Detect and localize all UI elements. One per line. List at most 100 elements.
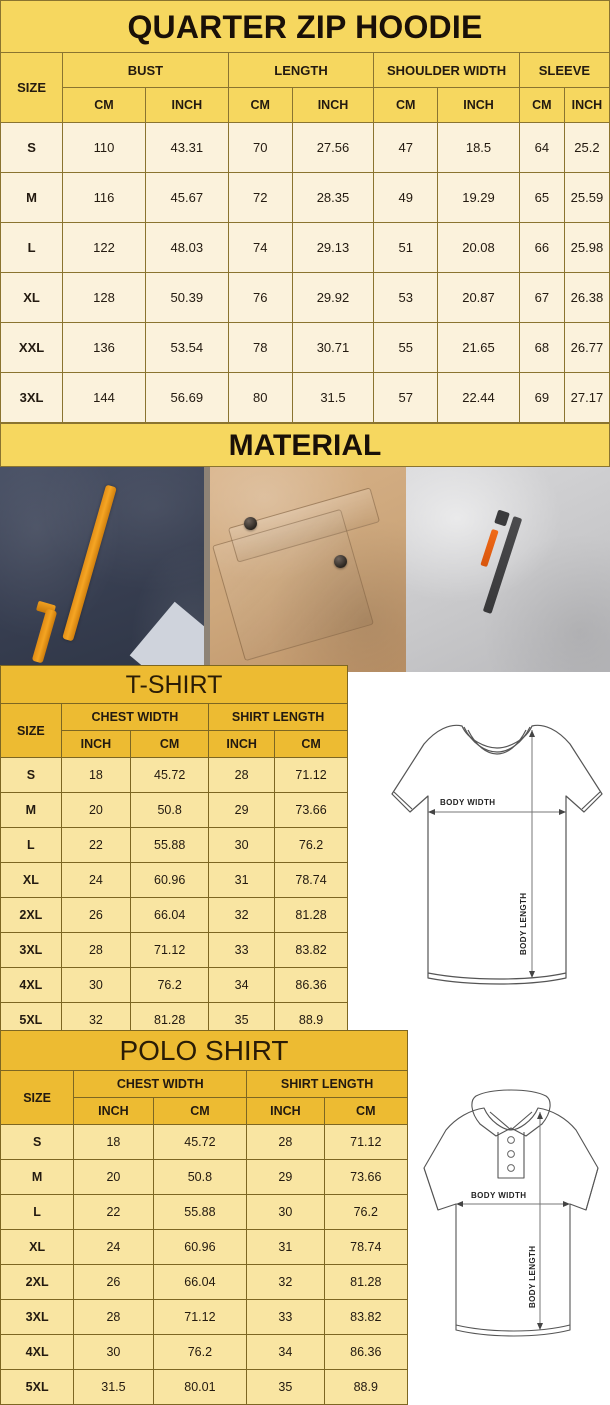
tshirt-cell-chest-cm: 60.96 [130, 862, 210, 898]
hoodie-cell-length-inch: 29.92 [291, 272, 375, 323]
polo-cell-length-inch: 28 [246, 1124, 325, 1160]
table-row: S 110 43.31 70 27.56 47 18.5 64 25.2 [0, 122, 610, 173]
hoodie-cell-bust-cm: 116 [62, 172, 146, 223]
photo-left-edge [204, 467, 210, 672]
polo-header-size: SIZE [0, 1070, 75, 1125]
polo-cell-length-cm: 86.36 [323, 1334, 409, 1370]
hoodie-cell-length-inch: 28.35 [291, 172, 375, 223]
hoodie-cell-length-cm: 72 [227, 172, 293, 223]
polo-cell-length-cm: 78.74 [323, 1229, 409, 1265]
tshirt-cell-length-cm: 81.28 [274, 897, 348, 933]
tshirt-header-size: SIZE [0, 703, 62, 758]
hoodie-cell-bust-inch: 53.54 [144, 322, 229, 373]
hoodie-cell-shoulder-cm: 55 [373, 322, 439, 373]
navy-hoodie-zip-pocket-photo [0, 467, 204, 672]
tshirt-unit-chest-cm: CM [130, 730, 210, 758]
table-row: 4XL 30 76.2 34 86.36 [0, 1334, 409, 1370]
polo-cell-chest-inch: 22 [73, 1194, 154, 1230]
tshirt-cell-size: 3XL [0, 932, 62, 968]
tshirt-cell-size: L [0, 827, 62, 863]
table-row: 2XL 26 66.04 32 81.28 [0, 1264, 409, 1300]
hoodie-cell-sleeve-inch: 27.17 [563, 372, 610, 423]
hoodie-cell-size: 3XL [0, 372, 64, 423]
tshirt-unit-chest-inch: INCH [60, 730, 132, 758]
hoodie-cell-shoulder-inch: 19.29 [437, 172, 520, 223]
hoodie-cell-length-inch: 30.71 [291, 322, 375, 373]
polo-cell-length-cm: 73.66 [323, 1159, 409, 1195]
hoodie-cell-bust-cm: 136 [62, 322, 146, 373]
body-width-arrow-right [559, 809, 566, 815]
tshirt-diagram: BODY WIDTH BODY LENGTH [391, 724, 603, 985]
tshirt-cell-chest-inch: 22 [60, 827, 132, 863]
table-row: XL 128 50.39 76 29.92 53 20.87 67 26.38 [0, 272, 610, 323]
tshirt-unit-header-row: INCH CM INCH CM [1, 730, 348, 758]
table-row: 5XL 31.5 80.01 35 88.9 [0, 1369, 409, 1405]
polo-hem [455, 1324, 571, 1332]
tshirt-cell-size: S [0, 757, 62, 793]
polo-cell-length-inch: 30 [246, 1194, 325, 1230]
hoodie-cell-shoulder-cm: 51 [373, 222, 439, 273]
polo-cell-length-inch: 33 [246, 1299, 325, 1335]
hoodie-cell-sleeve-cm: 65 [518, 172, 565, 223]
hoodie-title: QUARTER ZIP HOODIE [0, 0, 610, 52]
hoodie-cell-shoulder-inch: 22.44 [437, 372, 520, 423]
hoodie-cell-length-cm: 70 [227, 122, 293, 173]
hoodie-cell-size: L [0, 222, 64, 273]
hoodie-cell-sleeve-cm: 66 [518, 222, 565, 273]
polo-cell-length-cm: 76.2 [323, 1194, 409, 1230]
polo-cell-length-cm: 83.82 [323, 1299, 409, 1335]
hoodie-cell-shoulder-cm: 49 [373, 172, 439, 223]
tshirt-cell-length-cm: 86.36 [274, 967, 348, 1003]
polo-diagram: BODY WIDTH BODY LENGTH [423, 1089, 599, 1337]
polo-cell-length-cm: 81.28 [323, 1264, 409, 1300]
polo-collar-fold [489, 1111, 533, 1131]
tshirt-header-chest-width: CHEST WIDTH [60, 703, 210, 731]
hoodie-cell-shoulder-cm: 53 [373, 272, 439, 323]
hoodie-unit-shoulder-cm: CM [373, 87, 439, 123]
table-row: S 18 45.72 28 71.12 [0, 757, 348, 793]
polo-cell-length-cm: 71.12 [323, 1124, 409, 1160]
polo-placket [497, 1132, 525, 1179]
table-row: S 18 45.72 28 71.12 [0, 1124, 409, 1160]
polo-cell-chest-inch: 20 [73, 1159, 154, 1195]
tshirt-cell-chest-cm: 55.88 [130, 827, 210, 863]
hoodie-cell-length-inch: 31.5 [291, 372, 375, 423]
tshirt-body-width-label: BODY WIDTH [440, 798, 495, 807]
polo-button-icon [507, 1150, 515, 1158]
hoodie-unit-bust-inch: INCH [144, 87, 229, 123]
hoodie-cell-length-cm: 78 [227, 322, 293, 373]
table-row: L 22 55.88 30 76.2 [0, 827, 348, 863]
body-length-arrow-top [529, 730, 535, 737]
polo-cell-length-inch: 32 [246, 1264, 325, 1300]
polo-body-length-label: BODY LENGTH [528, 1246, 537, 1308]
tshirt-size-table: SIZE CHEST WIDTH SHIRT LENGTH INCH CM IN… [0, 703, 348, 1038]
hoodie-header-length: LENGTH [227, 52, 375, 88]
polo-cell-size: 5XL [0, 1369, 75, 1405]
tshirt-cell-length-cm: 76.2 [274, 827, 348, 863]
hoodie-cell-bust-inch: 48.03 [144, 222, 229, 273]
hoodie-cell-length-cm: 76 [227, 272, 293, 323]
polo-size-table: SIZE CHEST WIDTH SHIRT LENGTH INCH CM IN… [0, 1070, 409, 1405]
hoodie-unit-bust-cm: CM [62, 87, 146, 123]
hoodie-cell-bust-inch: 50.39 [144, 272, 229, 323]
grey-fabric-texture [406, 467, 610, 672]
hoodie-cell-bust-inch: 56.69 [144, 372, 229, 423]
polo-collar [471, 1089, 551, 1137]
tshirt-unit-length-inch: INCH [208, 730, 276, 758]
table-row: M 20 50.8 29 73.66 [0, 1159, 409, 1195]
tshirt-cell-length-inch: 30 [208, 827, 276, 863]
table-row: 3XL 144 56.69 80 31.5 57 22.44 69 27.17 [0, 372, 610, 423]
hoodie-cell-shoulder-inch: 20.87 [437, 272, 520, 323]
polo-left-cuff [423, 1167, 439, 1211]
tshirt-cell-length-inch: 33 [208, 932, 276, 968]
polo-cell-chest-cm: 60.96 [152, 1229, 248, 1265]
polo-cell-length-inch: 31 [246, 1229, 325, 1265]
tshirt-body-length-label: BODY LENGTH [519, 893, 528, 955]
polo-cell-chest-inch: 31.5 [73, 1369, 154, 1405]
hoodie-cell-sleeve-inch: 25.98 [563, 222, 610, 273]
polo-unit-length-cm: CM [323, 1097, 409, 1125]
polo-cell-size: XL [0, 1229, 75, 1265]
body-width-arrow-left [428, 809, 435, 815]
tshirt-cell-chest-inch: 24 [60, 862, 132, 898]
hoodie-cell-sleeve-cm: 67 [518, 272, 565, 323]
